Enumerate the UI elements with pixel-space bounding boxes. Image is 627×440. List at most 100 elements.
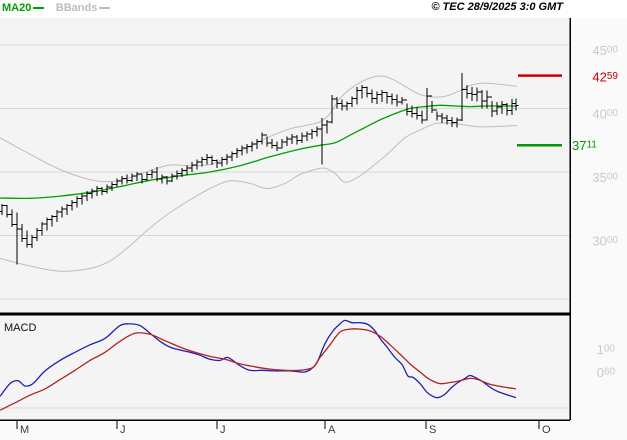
price-gridlines	[0, 44, 570, 300]
ohlc-bar	[289, 133, 295, 145]
ohlc-bar	[19, 224, 25, 242]
ohlc-bar	[49, 215, 55, 227]
ohlc-bar	[249, 141, 255, 152]
ohlc-bar	[269, 139, 275, 149]
ohlc-bar	[219, 156, 225, 167]
ohlc-bar	[214, 159, 220, 169]
ohlc-bar	[199, 156, 205, 167]
ohlc-bars	[0, 72, 519, 265]
ohlc-bar	[354, 86, 360, 105]
ohlc-bar	[9, 209, 15, 228]
ohlc-bar	[69, 199, 75, 211]
ohlc-bar	[74, 196, 80, 208]
ohlc-bar	[4, 205, 10, 218]
ohlc-bar	[104, 184, 110, 194]
ohlc-bar	[439, 112, 445, 124]
ohlc-bar	[79, 193, 85, 205]
ohlc-bar	[94, 186, 100, 197]
ohlc-bar	[464, 85, 470, 99]
price-axis-labels: 4500 4000 3500 3000	[592, 43, 618, 249]
ohlc-bar	[329, 95, 335, 124]
ohlc-bar	[489, 96, 495, 117]
bbands-legend-label: BBands	[55, 2, 98, 14]
ohlc-bar	[34, 227, 40, 242]
ohlc-bar	[444, 114, 450, 125]
ohlc-bar	[189, 161, 195, 172]
ohlc-bar	[419, 110, 425, 124]
ohlc-bar	[414, 107, 420, 120]
ohlc-bar	[434, 109, 440, 121]
ohlc-bar	[119, 175, 125, 185]
ohlc-bar	[109, 182, 115, 192]
ohlc-bar	[474, 87, 480, 102]
ohlc-bar	[479, 90, 485, 109]
ohlc-bar	[139, 173, 145, 184]
ohlc-bar	[369, 89, 375, 103]
price-tick-label: 4500	[592, 43, 618, 58]
ohlc-bar	[469, 86, 475, 101]
ohlc-bar	[324, 119, 330, 134]
ohlc-bar	[389, 93, 395, 105]
ohlc-bar	[184, 165, 190, 176]
month-label: S	[429, 424, 436, 436]
ohlc-bar	[349, 96, 355, 108]
ohlc-bar	[359, 85, 365, 99]
ohlc-bar	[299, 132, 305, 143]
ohlc-bar	[494, 102, 500, 115]
ohlc-bar	[424, 88, 430, 121]
ohlc-bar	[0, 203, 5, 216]
ohlc-bar	[409, 105, 415, 118]
price-tick-label: 4000	[592, 107, 618, 122]
ohlc-bar	[89, 188, 95, 199]
ohlc-bar	[84, 191, 90, 202]
ohlc-bar	[39, 222, 45, 236]
ohlc-bar	[164, 175, 170, 185]
ohlc-bar	[209, 155, 215, 165]
price-tick-label: 3500	[592, 170, 618, 185]
ohlc-bar	[14, 212, 20, 265]
ohlc-bar	[339, 99, 345, 111]
ohlc-bar	[169, 173, 175, 183]
plot-background	[0, 18, 570, 420]
ohlc-bar	[454, 117, 460, 128]
ohlc-bar	[364, 86, 370, 98]
ohlc-bar	[459, 72, 465, 122]
ohlc-bar	[484, 90, 490, 109]
macd-tick-label: 060	[597, 365, 616, 380]
ohlc-bar	[159, 174, 165, 184]
ohlc-bar	[284, 136, 290, 146]
ohlc-bar	[149, 169, 155, 179]
ohlc-bar	[379, 90, 385, 103]
ohlc-bar	[274, 141, 280, 151]
ma20-legend-label: MA20	[2, 2, 32, 14]
month-label: O	[542, 424, 551, 436]
ohlc-bar	[29, 234, 35, 249]
ohlc-bar	[129, 173, 135, 183]
macd-panel-label: MACD	[4, 322, 36, 334]
ohlc-bar	[309, 128, 315, 139]
ohlc-bar	[174, 170, 180, 180]
chart-header: MA20 BBands © TEC 28/9/2025 3:0 GMT	[0, 0, 627, 18]
month-label: J	[220, 424, 226, 436]
ohlc-bar	[294, 135, 300, 145]
ohlc-bar	[224, 154, 230, 165]
level-label: 3711	[572, 138, 597, 153]
ohlc-bar	[54, 210, 60, 223]
ohlc-bar	[204, 154, 210, 165]
ohlc-bar	[374, 91, 380, 105]
ohlc-bar	[144, 172, 150, 181]
bbands-legend-dash-icon	[99, 7, 111, 9]
ohlc-bar	[264, 134, 270, 147]
copyright-text: © TEC 28/9/2025 3:0 GMT	[431, 1, 563, 13]
ohlc-bar	[499, 100, 505, 115]
ohlc-bar	[429, 95, 435, 113]
ohlc-bar	[244, 144, 250, 154]
level-label: 4259	[592, 70, 618, 85]
ohlc-bar	[513, 98, 519, 111]
bollinger-lower-band	[0, 122, 518, 272]
ohlc-bar	[229, 151, 235, 162]
ohlc-bar	[179, 168, 185, 178]
ohlc-bar	[344, 101, 350, 111]
ohlc-bar	[254, 139, 260, 150]
